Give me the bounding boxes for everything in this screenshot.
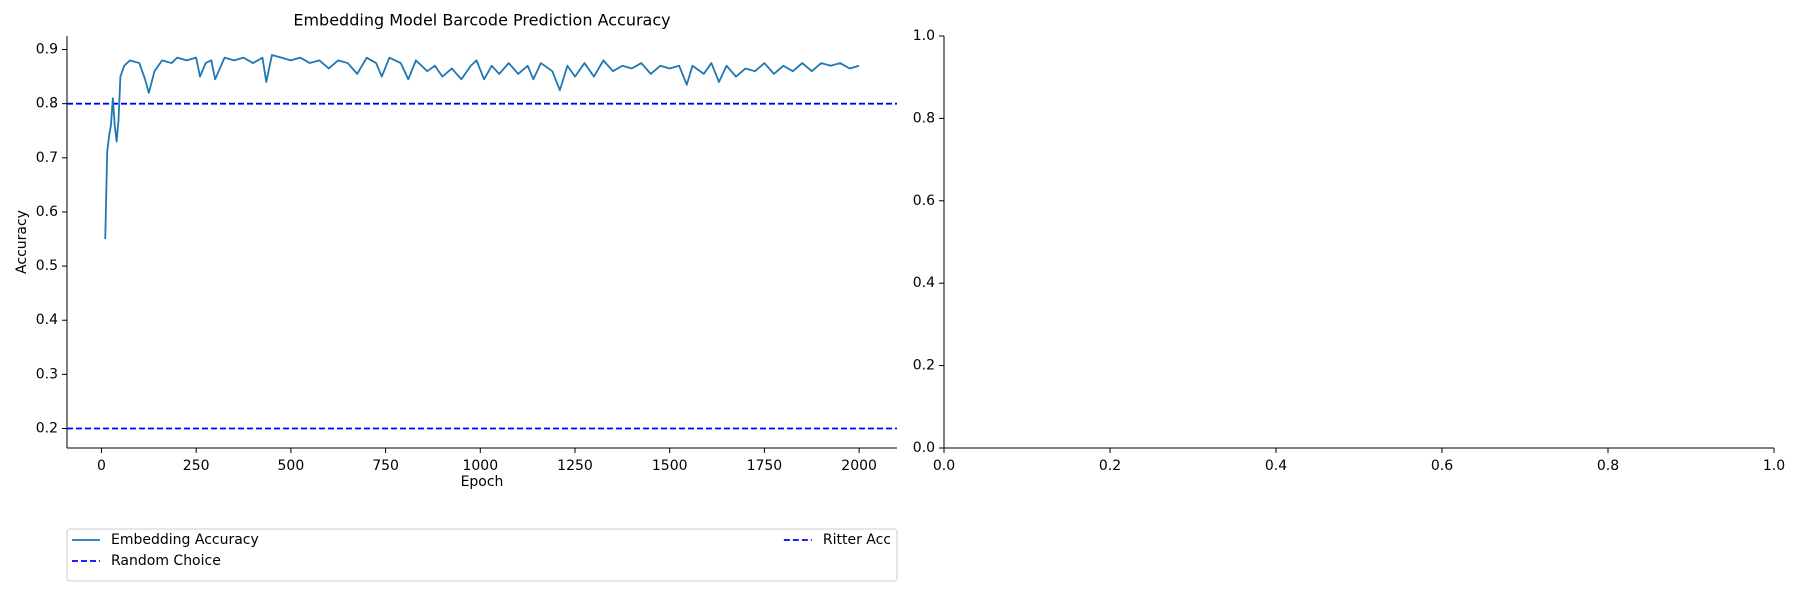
x-tick-label: 1250 (557, 458, 593, 474)
x-tick-label: 0.2 (1099, 458, 1121, 474)
y-tick-label: 0.3 (36, 366, 58, 382)
y-tick-label: 0.4 (36, 312, 58, 328)
y-tick-label: 0.2 (913, 358, 935, 374)
y-tick-label: 0.5 (36, 258, 58, 274)
x-tick-label: 0.6 (1431, 458, 1453, 474)
y-tick-label: 0.2 (36, 421, 58, 437)
x-tick-label: 0.8 (1597, 458, 1619, 474)
y-tick-label: 0.6 (36, 204, 58, 220)
legend-label: Random Choice (111, 553, 221, 569)
y-tick-label: 0.8 (913, 110, 935, 126)
x-tick-label: 2000 (841, 458, 877, 474)
legend-box (66, 528, 898, 582)
y-tick-label: 0.6 (913, 193, 935, 209)
y-tick-label: 1.0 (913, 28, 935, 44)
y-axis-label: Accuracy (14, 210, 30, 274)
x-tick-label: 1.0 (1763, 458, 1785, 474)
x-tick-label: 1750 (747, 458, 783, 474)
x-axis-label: Epoch (461, 474, 504, 490)
chart-title: Embedding Model Barcode Prediction Accur… (293, 11, 670, 30)
x-tick-label: 500 (278, 458, 305, 474)
x-tick-label: 750 (372, 458, 399, 474)
y-tick-label: 0.7 (36, 150, 58, 166)
legend-label: Embedding Accuracy (111, 532, 259, 548)
data-line (104, 54, 860, 240)
x-tick-label: 0 (97, 458, 106, 474)
x-tick-label: 0.0 (933, 458, 955, 474)
y-tick-label: 0.8 (36, 96, 58, 112)
x-tick-label: 1000 (462, 458, 498, 474)
legend-label: Ritter Acc (823, 532, 891, 548)
y-tick-label: 0.0 (913, 440, 935, 456)
x-tick-label: 1500 (652, 458, 688, 474)
y-tick-label: 0.9 (36, 42, 58, 58)
x-tick-label: 250 (183, 458, 210, 474)
y-tick-label: 0.4 (913, 275, 935, 291)
x-tick-label: 0.4 (1265, 458, 1287, 474)
